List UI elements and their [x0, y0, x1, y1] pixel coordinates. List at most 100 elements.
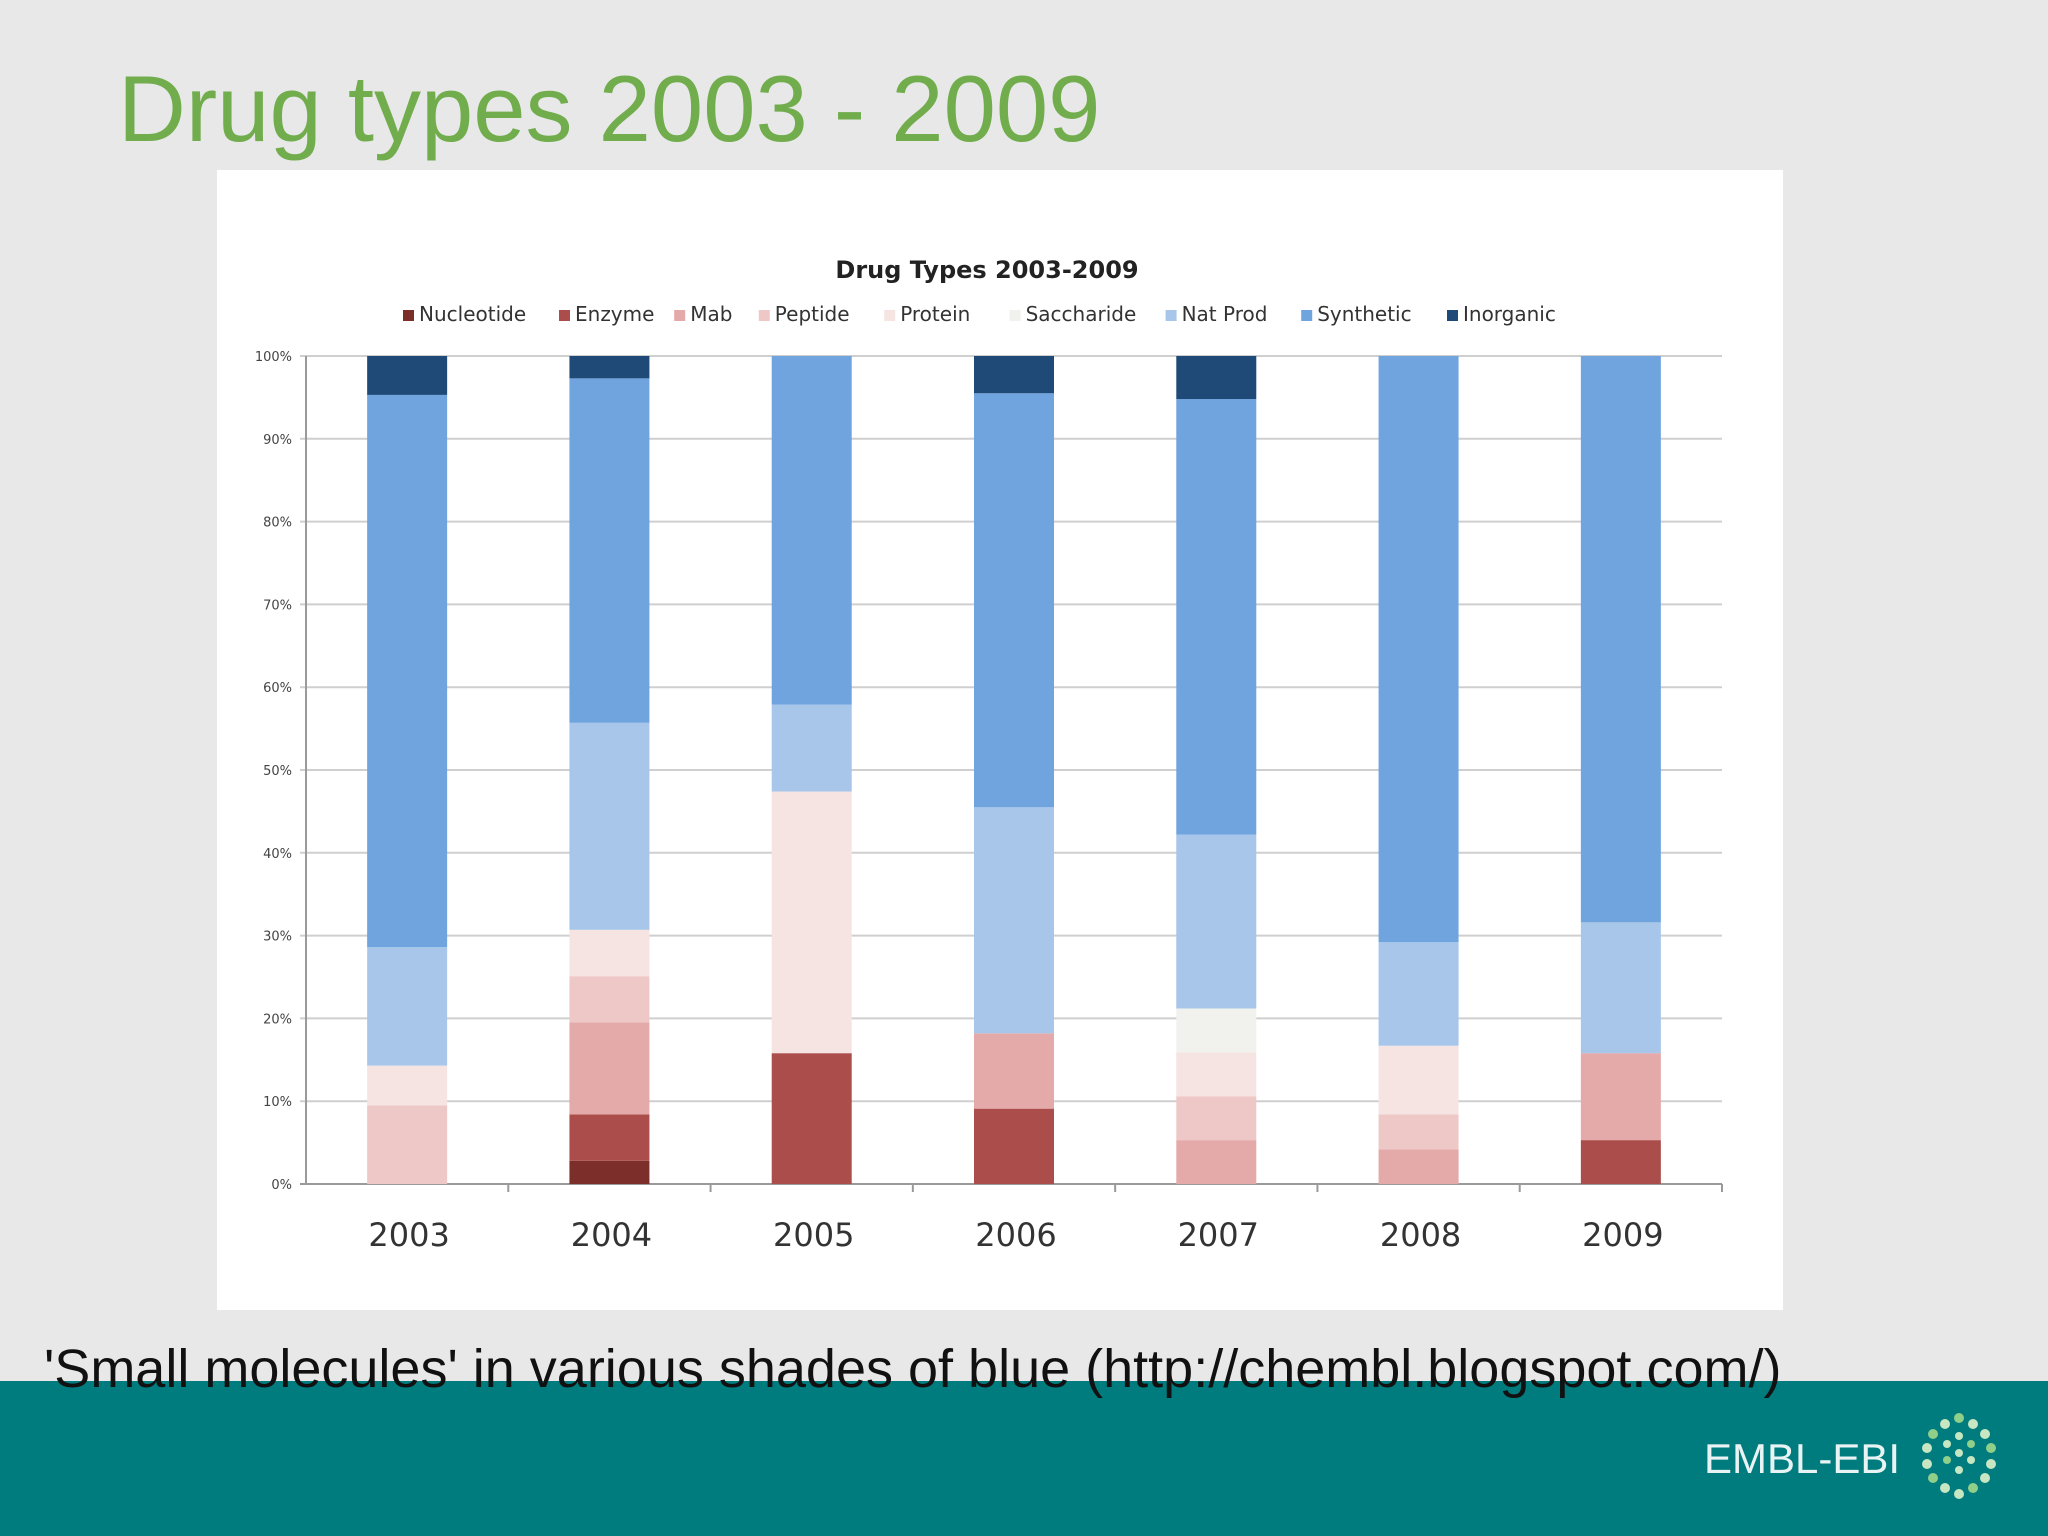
bar-segment-inorganic	[569, 356, 650, 379]
bar-segment-enzyme	[974, 1108, 1054, 1184]
bar-segment-mab	[1176, 1140, 1257, 1184]
legend: Nucleotide Enzyme Mab Peptide Protein Sacchar…	[403, 302, 1556, 326]
bar-segment-synthetic	[1580, 356, 1661, 923]
bar-segment-enzyme	[771, 1053, 852, 1184]
bar-segment-synthetic	[569, 378, 650, 723]
bar-segment-nat-prod	[1176, 834, 1257, 1009]
bar-segment-nucleotide	[569, 1160, 650, 1184]
bar-segment-synthetic	[974, 393, 1054, 808]
y-tick-label: 70%	[263, 598, 292, 613]
logo-dot	[1968, 1419, 1978, 1429]
slide-caption: 'Small molecules' in various shades of b…	[44, 1339, 1782, 1399]
legend-swatch	[884, 310, 896, 321]
logo-dot	[1954, 1413, 1964, 1423]
bar-segment-enzyme	[569, 1114, 650, 1161]
bar-segment-nat-prod	[1580, 922, 1661, 1054]
x-tick-label: 2008	[1380, 1216, 1461, 1254]
logo-dot	[1986, 1443, 1996, 1453]
bar-segment-synthetic	[367, 394, 448, 948]
bar-segment-mab	[1580, 1053, 1661, 1141]
bar-segment-synthetic	[1378, 356, 1459, 943]
bar-segment-nat-prod	[771, 704, 852, 792]
legend-label: Protein	[900, 302, 970, 326]
embl-ebi-logo-icon	[1922, 1413, 1996, 1499]
bar-segment-mab	[1378, 1149, 1459, 1184]
legend-swatch	[1447, 310, 1458, 321]
legend-label: Inorganic	[1463, 302, 1556, 326]
chart-panel: Drug Types 2003-2009 0% 10% 20% 30% 40% 50% 60…	[217, 170, 1783, 1310]
x-tick-label: 2003	[368, 1216, 449, 1254]
bar-segment-nat-prod	[367, 947, 448, 1066]
bar-segment-synthetic	[771, 356, 852, 705]
logo-dot	[1955, 1449, 1963, 1457]
logo-dot	[1940, 1483, 1950, 1493]
footer-band	[0, 1381, 2048, 1536]
bars	[367, 356, 1661, 1184]
bar-segment-enzyme	[1580, 1140, 1661, 1184]
x-tick-label: 2009	[1582, 1216, 1663, 1254]
logo-dot	[1943, 1456, 1951, 1464]
slide-title: Drug types 2003 - 2009	[118, 56, 1101, 161]
y-tick-label: 20%	[263, 1012, 292, 1027]
bar-segment-protein	[1378, 1045, 1459, 1115]
bar-segment-mab	[974, 1033, 1054, 1109]
y-tick-label: 50%	[263, 764, 292, 779]
logo-dot	[1967, 1440, 1975, 1448]
legend-swatch	[1009, 310, 1021, 321]
legend-label: Enzyme	[575, 302, 654, 326]
x-tick-label: 2005	[773, 1216, 854, 1254]
legend-swatch	[1301, 310, 1313, 321]
y-tick-label: 100%	[255, 350, 292, 365]
bar-segment-nat-prod	[974, 807, 1054, 1034]
y-tick-label: 40%	[263, 847, 292, 862]
bar-segment-nat-prod	[569, 722, 650, 930]
x-tick-label: 2006	[975, 1216, 1056, 1254]
bar-segment-inorganic	[367, 356, 448, 395]
legend-swatch	[1165, 310, 1177, 321]
legend-label: Nucleotide	[419, 302, 526, 326]
logo-dot	[1928, 1429, 1938, 1439]
legend-label: Nat Prod	[1182, 302, 1268, 326]
y-tick-label: 30%	[263, 930, 292, 945]
legend-swatch	[559, 310, 570, 321]
bar-segment-peptide	[367, 1105, 448, 1184]
legend-label: Mab	[690, 302, 732, 326]
legend-label: Saccharide	[1026, 302, 1137, 326]
x-tick-label: 2004	[571, 1216, 652, 1254]
bar-segment-peptide	[569, 976, 650, 1023]
axes: 0% 10% 20% 30% 40% 50% 60% 70% 80% 90% 100% 2003 200…	[255, 350, 1723, 1254]
legend-label: Synthetic	[1317, 302, 1411, 326]
logo-dot	[1922, 1443, 1932, 1453]
y-tick-label: 0%	[271, 1178, 292, 1193]
bar-segment-protein	[569, 929, 650, 977]
logo-dot	[1922, 1459, 1932, 1469]
bar-segment-protein	[771, 791, 852, 1054]
bar-segment-mab	[569, 1022, 650, 1115]
legend-swatch	[758, 310, 770, 321]
y-tick-label: 80%	[263, 516, 292, 531]
logo-dot	[1940, 1419, 1950, 1429]
logo-dot	[1968, 1483, 1978, 1493]
bar-segment-inorganic	[1176, 356, 1257, 400]
bar-segment-saccharide	[1176, 1008, 1257, 1053]
legend-label: Peptide	[775, 302, 850, 326]
bar-segment-peptide	[1378, 1114, 1459, 1150]
stacked-bar-chart: Drug Types 2003-2009 0% 10% 20% 30% 40% 50% 60…	[255, 256, 1723, 1254]
legend-swatch	[674, 310, 686, 321]
logo-dot	[1928, 1473, 1938, 1483]
y-tick-label: 60%	[263, 681, 292, 696]
embl-ebi-logo-text: EMBL-EBI	[1704, 1435, 1901, 1482]
bar-segment-inorganic	[974, 356, 1054, 394]
logo-dot	[1955, 1432, 1963, 1440]
legend-swatch	[403, 310, 414, 321]
logo-dot	[1980, 1473, 1990, 1483]
y-tick-label: 10%	[263, 1095, 292, 1110]
logo-dot	[1980, 1429, 1990, 1439]
x-tick-label: 2007	[1178, 1216, 1259, 1254]
bar-segment-synthetic	[1176, 399, 1257, 835]
bar-segment-protein	[367, 1065, 448, 1106]
bar-segment-protein	[1176, 1052, 1257, 1097]
bar-segment-nat-prod	[1378, 942, 1459, 1046]
logo-dot	[1986, 1459, 1996, 1469]
logo-dot	[1943, 1440, 1951, 1448]
